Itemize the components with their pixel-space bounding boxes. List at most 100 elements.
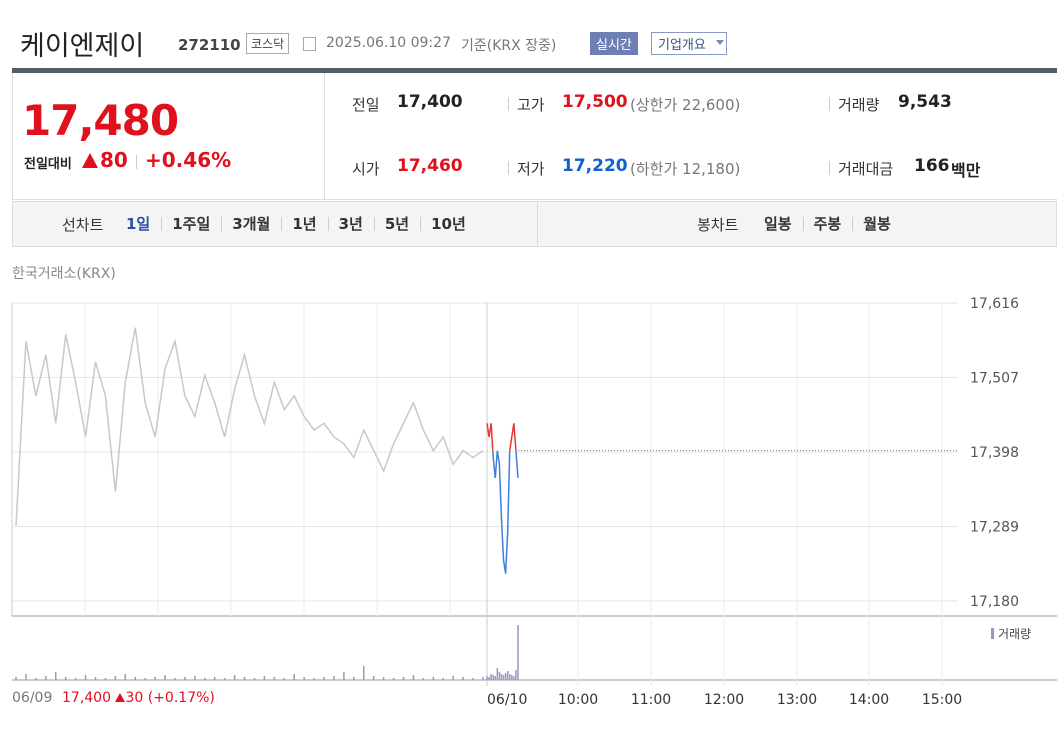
tab[interactable]: 1주일 (172, 215, 211, 233)
change-percent: +0.46% (145, 148, 232, 172)
up-arrow (115, 693, 126, 702)
header-bar (12, 68, 1057, 73)
tab[interactable]: 3년 (338, 215, 363, 233)
volume-bar (84, 675, 87, 680)
label: 전일 (352, 96, 380, 114)
x-tick-label: 10:00 (558, 692, 598, 708)
volume-bar (243, 677, 246, 680)
tab-bar (12, 201, 1057, 247)
change-value: 80 (100, 148, 128, 172)
volume-bar (174, 678, 176, 680)
volume-bar (472, 678, 474, 680)
y-tick-label: 17,616 (970, 296, 1019, 312)
volume-bar (392, 678, 395, 680)
volume-bar (500, 674, 503, 680)
tab[interactable]: 1일 (126, 215, 151, 233)
volume-bar (283, 678, 286, 680)
change: 80 (80, 148, 128, 172)
separator (802, 217, 804, 231)
volume-bar (382, 677, 385, 680)
realtime-button[interactable]: 실시간 (590, 32, 638, 55)
volume-bar (422, 678, 425, 680)
company-button[interactable]: 기업개요 (651, 32, 727, 55)
volume-bar (513, 676, 515, 680)
volume-bar (233, 675, 236, 680)
y-tick-label: 17,180 (970, 594, 1019, 610)
volume-bar (490, 674, 492, 680)
datetime: 2025.06.10 09:27 (326, 35, 451, 51)
volume-bar (114, 676, 117, 680)
previous-day-line (15, 327, 484, 526)
separator (327, 217, 329, 231)
volume-bar (45, 676, 47, 680)
tab[interactable]: 일봉 (764, 215, 792, 233)
volume-bar (104, 678, 107, 680)
clock-icon (303, 37, 316, 51)
current-price: 17,480 (22, 96, 179, 145)
separator (852, 217, 854, 231)
up-arrow (82, 153, 98, 168)
tab[interactable]: 3개월 (232, 215, 271, 233)
label: 거래대금 (838, 160, 894, 178)
prev-close: 17,400 30 (+0.17%) (62, 690, 215, 706)
tab[interactable]: 10년 (431, 215, 466, 233)
value: 9,543 (898, 92, 952, 112)
volume-bar (504, 673, 507, 680)
volume-bar (124, 674, 127, 680)
unit: 백만 (951, 161, 981, 180)
volume-bar (353, 677, 355, 680)
separator (373, 217, 375, 231)
volume-bar (517, 625, 519, 680)
change-label: 전일대비 (24, 157, 72, 172)
volume-bar (144, 678, 146, 680)
volume-bar (313, 678, 315, 680)
label: 저가 (517, 160, 545, 178)
volume-bar (372, 676, 375, 680)
volume-bar (263, 676, 266, 680)
value: 166 (914, 156, 950, 176)
volume-bar (134, 677, 136, 680)
prev-change-percent: (+0.17%) (147, 690, 215, 706)
basis: 기준(KRX 장중) (461, 38, 557, 54)
separator (136, 155, 137, 169)
label: 고가 (517, 96, 545, 114)
volume-bar (223, 678, 226, 680)
tab[interactable]: 1년 (292, 215, 317, 233)
volume-bar (164, 675, 166, 680)
separator (161, 217, 163, 231)
y-tick-label: 17,398 (970, 445, 1019, 461)
volume-bar (502, 675, 505, 680)
volume-bar (15, 677, 17, 680)
x-tick-label: 14:00 (849, 692, 889, 708)
divider (325, 199, 1057, 200)
source: 한국거래소(KRX) (12, 266, 116, 282)
separator (829, 161, 830, 175)
x-tick-label: 15:00 (922, 692, 962, 708)
volume-bar (496, 668, 499, 680)
volume-bar (511, 675, 513, 680)
stock-code: 272110 (178, 36, 241, 54)
separator (281, 217, 283, 231)
separator (508, 161, 509, 175)
y-tick-label: 17,289 (970, 520, 1019, 536)
volume-bar (498, 672, 501, 680)
volume-bar (184, 677, 186, 680)
limit: (상한가 22,600) (630, 96, 741, 114)
label: 거래량 (838, 96, 880, 114)
tab[interactable]: 월봉 (863, 215, 891, 233)
today-line-down (492, 450, 519, 574)
y-tick-label: 17,507 (970, 371, 1019, 387)
limit: (하한가 12,180) (630, 160, 741, 178)
tab[interactable]: 5년 (384, 215, 410, 233)
volume-bar (273, 677, 276, 680)
tab[interactable]: 주봉 (813, 215, 842, 233)
volume-bar (253, 678, 256, 680)
dropdown-arrow (716, 40, 724, 45)
volume-bar (363, 666, 365, 680)
volume-bar (482, 677, 484, 680)
volume-bar (492, 675, 494, 680)
volume-bar (154, 677, 156, 680)
separator (420, 217, 422, 231)
